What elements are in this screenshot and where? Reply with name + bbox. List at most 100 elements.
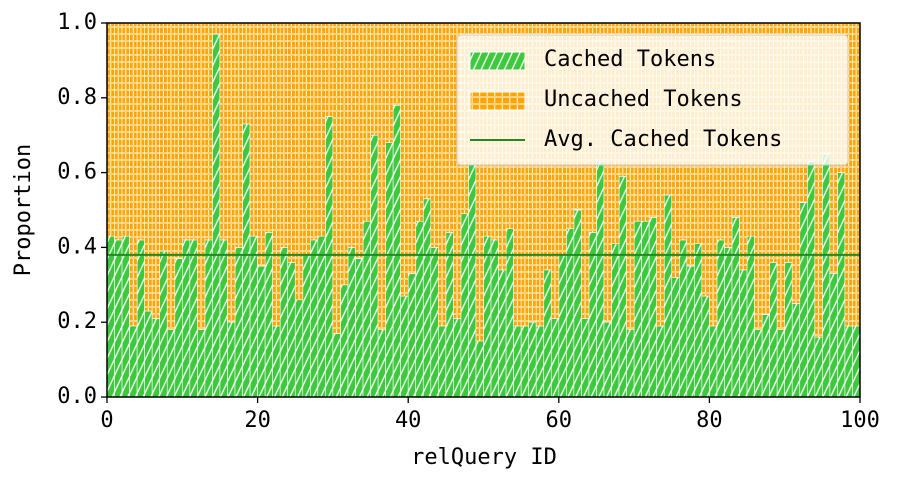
bar-segment	[573, 209, 582, 398]
legend-swatch	[469, 91, 526, 111]
bar-segment	[438, 325, 447, 398]
y-tick-label: 0.6	[57, 160, 97, 185]
bar-segment	[520, 325, 529, 398]
bar-segment	[121, 235, 130, 398]
bar-segment	[370, 134, 379, 398]
y-tick-label: 1.0	[57, 10, 97, 35]
bar-segment	[227, 321, 236, 398]
bar-segment	[611, 243, 620, 398]
bar-segment	[709, 325, 718, 398]
bar-segment	[279, 247, 289, 398]
bar-segment	[317, 235, 326, 398]
bar-segment	[656, 325, 665, 398]
bar-segment	[340, 22, 349, 286]
bar-segment	[822, 153, 831, 398]
bar-segment	[716, 239, 725, 398]
bar-segment	[294, 299, 304, 398]
bar-segment	[543, 269, 552, 398]
bar-segment	[212, 22, 221, 35]
bar-segment	[287, 22, 296, 263]
bar-segment	[129, 325, 138, 398]
bar-segment	[415, 22, 424, 222]
bar-segment	[588, 232, 597, 398]
bar-segment	[694, 243, 703, 398]
bar-segment	[257, 265, 266, 398]
bar-segment	[166, 22, 176, 330]
bar-segment	[114, 22, 123, 241]
bar-segment	[234, 22, 243, 248]
bar-segment	[121, 22, 130, 237]
bar-segment	[136, 239, 145, 398]
bar-segment	[641, 220, 650, 398]
bar-segment	[739, 269, 748, 398]
y-axis-label: Proportion	[11, 144, 36, 276]
bar-segment	[746, 235, 755, 398]
bar-segment	[558, 254, 567, 398]
bar-segment	[769, 262, 778, 398]
bar-segment	[189, 22, 198, 241]
bar-segment	[347, 22, 356, 248]
x-tick-label: 100	[840, 408, 880, 433]
bar-segment	[234, 247, 243, 398]
bar-segment	[370, 22, 379, 136]
bar-segment	[837, 172, 846, 398]
bar-segment	[422, 198, 432, 398]
bar-segment	[460, 213, 469, 398]
bar-segment	[257, 22, 266, 267]
bar-segment	[377, 22, 386, 330]
legend: Cached Tokens Uncached Tokens Avg. Cached …	[456, 34, 849, 166]
bar-segment	[603, 321, 612, 398]
bar-segment	[754, 329, 763, 398]
bar-segment	[302, 22, 311, 256]
bar-segment	[784, 262, 793, 398]
bar-segment	[151, 318, 161, 398]
legend-label: Cached Tokens	[544, 47, 716, 72]
legend-swatch	[469, 51, 526, 71]
bar-segment	[151, 22, 161, 319]
bar-segment	[204, 239, 213, 398]
bar-segment	[829, 273, 838, 398]
bar-segment	[468, 164, 477, 398]
bar-segment	[415, 220, 424, 398]
bar-segment	[174, 22, 183, 259]
bar-segment	[626, 329, 635, 398]
bar-segment	[385, 142, 394, 398]
plot-frame	[106, 22, 861, 398]
bar-segment	[272, 325, 281, 398]
bar-segment	[264, 22, 273, 233]
x-tick-label: 40	[395, 408, 422, 433]
x-axis-label: relQuery ID	[411, 445, 557, 470]
bar-segment	[483, 235, 492, 398]
bar-segment	[490, 239, 499, 398]
bar-segment	[776, 329, 785, 398]
bar-segment	[550, 318, 560, 398]
bar-segment	[182, 239, 191, 398]
bar-segment	[731, 217, 740, 398]
bar-segment	[535, 325, 545, 398]
bar-segment	[279, 22, 289, 248]
bar-segment	[264, 232, 273, 398]
bar-segment	[347, 247, 356, 398]
bar-segment	[325, 22, 334, 117]
bar-segment	[317, 22, 326, 237]
bar-segment	[362, 220, 371, 398]
bar-segment	[242, 123, 251, 398]
bar-segment	[701, 295, 710, 398]
bar-segment	[791, 303, 801, 398]
bar-segment	[633, 220, 642, 398]
bar-segment	[114, 239, 123, 398]
bar-segment	[528, 321, 537, 398]
x-tick-label: 80	[696, 408, 723, 433]
bar-segment	[806, 161, 816, 398]
legend-label: Uncached Tokens	[544, 87, 743, 112]
bar-segment	[294, 22, 304, 301]
bar-segment	[618, 176, 627, 398]
bar-segment	[174, 258, 183, 398]
bar-segment	[310, 239, 319, 398]
bar-segment	[197, 22, 206, 330]
bar-segment	[385, 22, 394, 143]
bar-segment	[182, 22, 191, 241]
y-tick-label: 0.0	[57, 384, 97, 409]
bar-segment	[159, 22, 168, 252]
